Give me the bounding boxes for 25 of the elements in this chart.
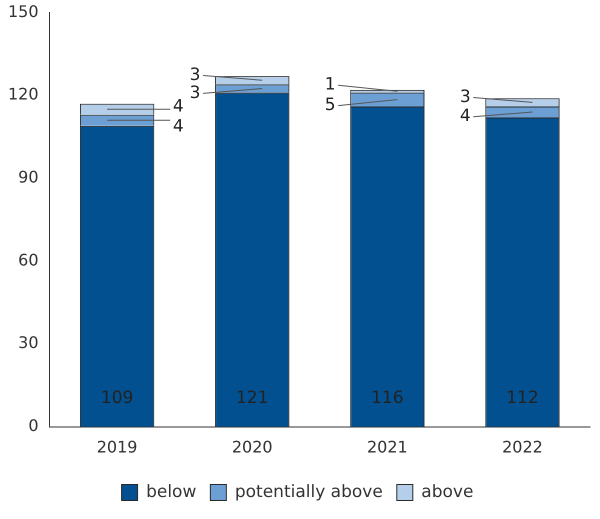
data-label: 4 — [172, 96, 184, 117]
x-tick-label: 2020 — [232, 438, 273, 457]
x-tick-label: 2022 — [502, 438, 543, 457]
data-label: 5 — [324, 95, 336, 116]
data-label: 4 — [460, 106, 471, 126]
data-label: 1 — [324, 74, 336, 95]
y-tick-label: 60 — [18, 250, 39, 270]
legend-label: potentially above — [234, 482, 383, 502]
data-label: 121 — [236, 388, 268, 408]
y-tick-label: 90 — [18, 167, 39, 186]
data-label: 3 — [190, 82, 200, 103]
y-tick-label: 30 — [18, 333, 39, 352]
legend-label: above — [421, 482, 474, 502]
x-tick-label: 2019 — [96, 438, 138, 457]
data-label: 116 — [371, 388, 404, 408]
data-label: 109 — [100, 388, 134, 408]
data-label: 4 — [172, 116, 184, 137]
y-tick-label: 150 — [8, 2, 39, 21]
data-label: 3 — [460, 86, 471, 107]
data-label: 112 — [506, 388, 539, 408]
x-tick-label: 2021 — [366, 438, 408, 457]
y-tick-label: 0 — [28, 416, 39, 435]
legend-label: below — [146, 482, 196, 502]
y-tick-label: 120 — [8, 84, 39, 104]
data-label: 3 — [190, 64, 200, 85]
